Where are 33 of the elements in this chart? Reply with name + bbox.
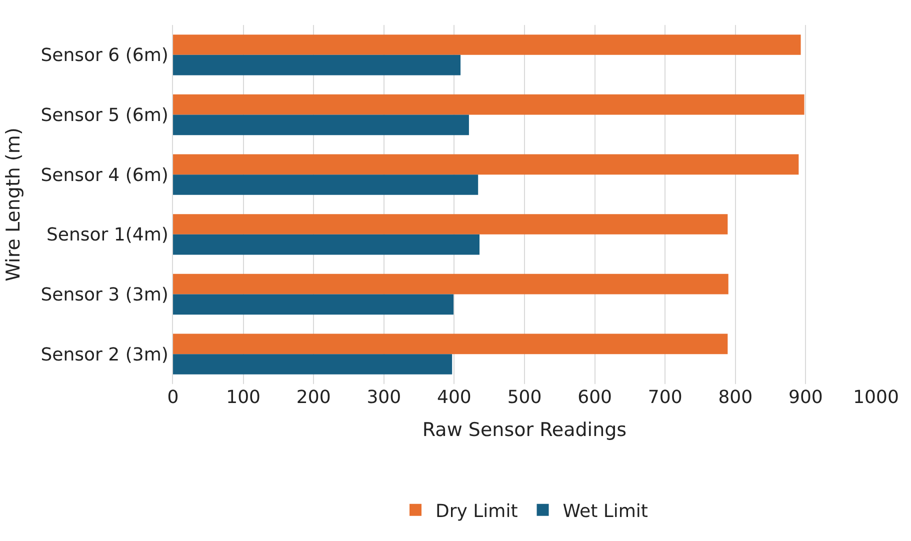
bar: [173, 354, 452, 374]
x-tick-label: 700: [648, 387, 682, 408]
bar: [173, 154, 799, 175]
x-tick-label: 200: [296, 387, 331, 408]
y-tick-label: Sensor 6 (6m): [40, 45, 168, 66]
bar: [173, 94, 804, 115]
bar: [173, 294, 454, 315]
x-tick-label: 0: [167, 387, 179, 408]
x-tick-label: 400: [437, 387, 472, 408]
x-tick-label: 100: [226, 387, 260, 408]
bar: [173, 334, 728, 354]
bar: [173, 34, 801, 55]
x-axis-title: Raw Sensor Readings: [422, 418, 627, 441]
y-tick-label: Sensor 1(4m): [46, 224, 168, 246]
legend-label: Dry Limit: [436, 500, 518, 522]
bar: [173, 214, 728, 234]
x-tick-label: 800: [718, 387, 753, 408]
bar: [173, 274, 728, 294]
x-tick-label: 1000: [853, 387, 899, 408]
y-tick-label: Sensor 4 (6m): [40, 164, 168, 186]
x-tick-label: 300: [366, 387, 402, 408]
y-tick-label: Sensor 2 (3m): [40, 344, 168, 366]
bar: [173, 234, 480, 255]
x-tick-label: 900: [788, 387, 823, 408]
bar: [173, 54, 461, 76]
bar: [173, 114, 469, 136]
bar: [173, 174, 478, 195]
legend-label: Wet Limit: [562, 500, 648, 522]
x-tick-label: 600: [578, 387, 612, 408]
y-axis-title: Wire Length (m): [2, 128, 25, 282]
y-tick-label: Sensor 5 (6m): [40, 105, 168, 126]
y-tick-label: Sensor 3 (3m): [40, 284, 168, 306]
x-tick-label: 500: [507, 387, 542, 408]
